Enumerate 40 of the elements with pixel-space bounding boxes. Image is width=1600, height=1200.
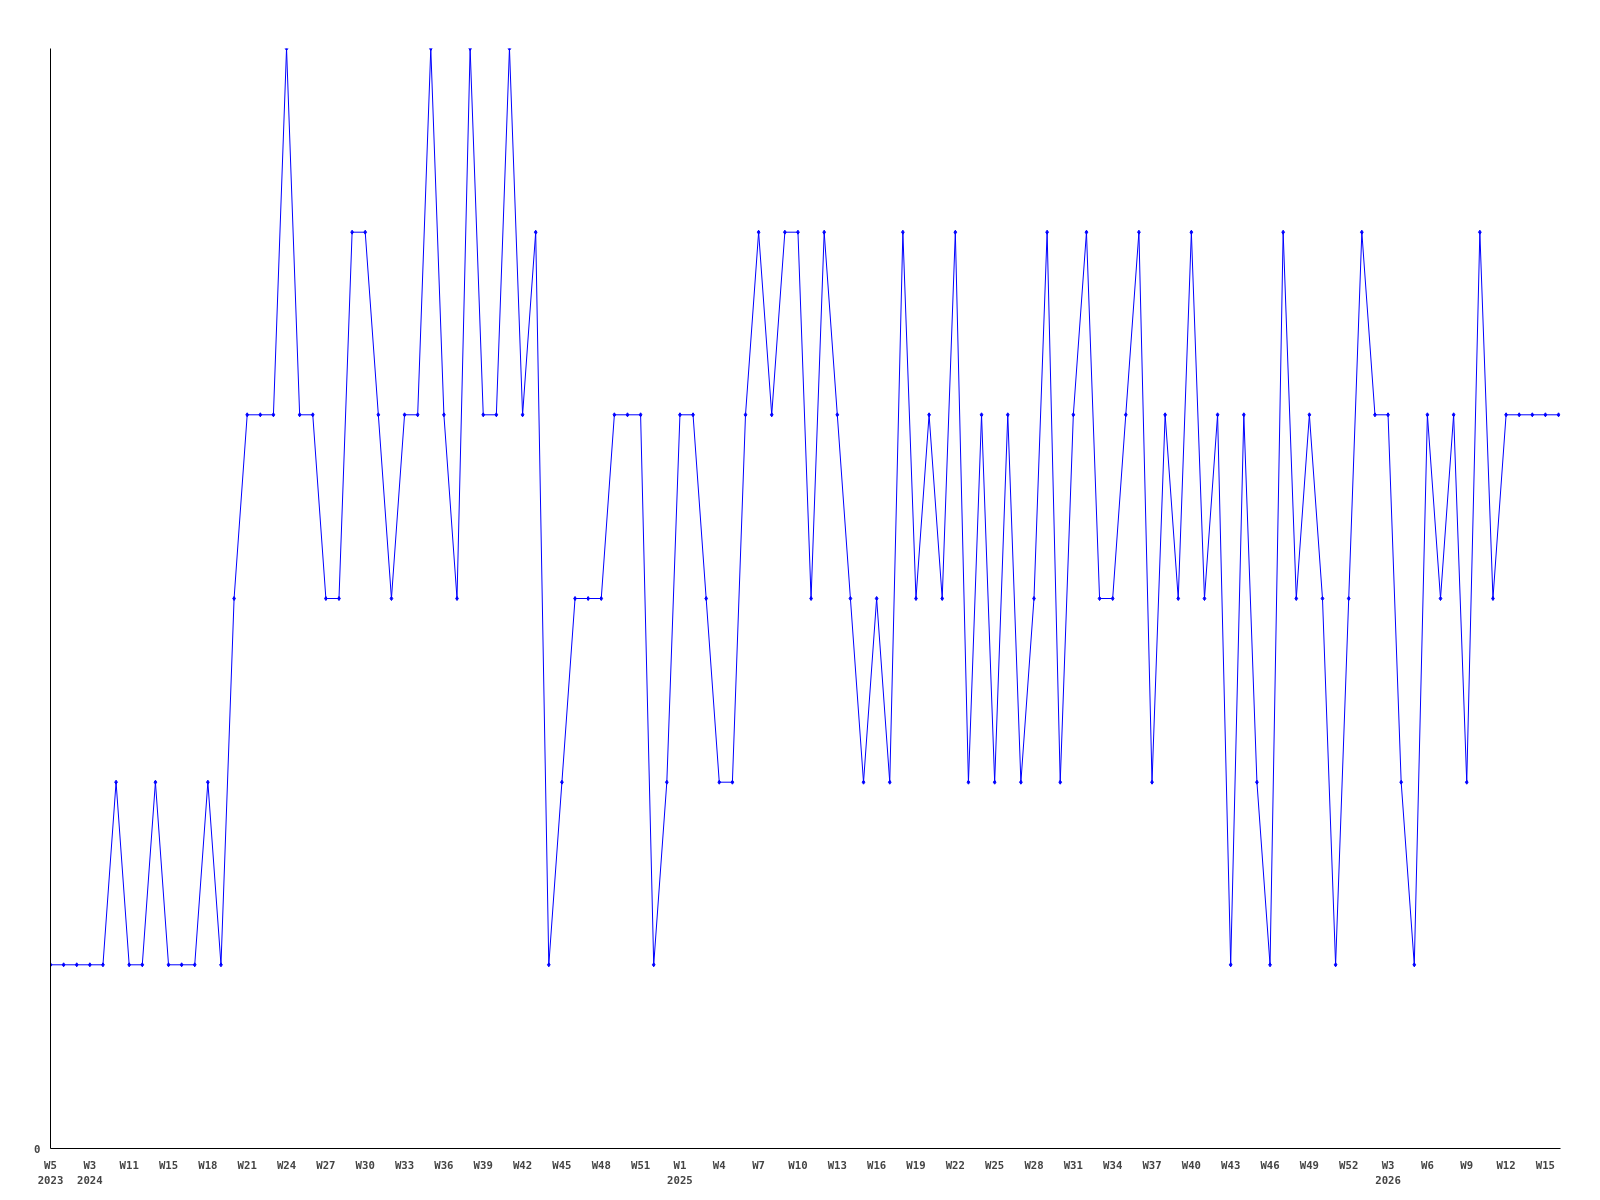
x-tick-label: W9 [1460,1158,1474,1172]
x-tick-label: W21 [237,1158,257,1172]
x-tick-label: W39 [473,1158,493,1172]
x-tick-label: W11 [119,1158,139,1172]
x-tick-label: W30 [355,1158,375,1172]
x-tick-label: W6 [1420,1158,1434,1172]
x-tick-label: W22 [945,1158,965,1172]
x-tick-label: W15 [1535,1158,1556,1172]
text: 0 [34,1142,41,1156]
x-tick-label: W48 [591,1158,611,1172]
x-tick-label: W42 [512,1158,533,1172]
x-tick-label: W37 [1142,1158,1162,1172]
x-tick-label: W46 [1260,1158,1280,1172]
x-tick-label: W3 2026 [1375,1158,1401,1188]
x-tick-label: W43 [1221,1158,1241,1172]
x-tick-label: W3 2024 [77,1158,103,1188]
x-tick-label: W12 [1496,1158,1516,1172]
x-tick-label: W31 [1063,1158,1083,1172]
x-tick-label: W36 [434,1158,454,1172]
x-tick-label: W5 2023 [37,1158,64,1188]
x-tick-label: W16 [867,1158,887,1172]
x-tick-label: W19 [906,1158,926,1172]
x-tick-label: W25 [985,1158,1005,1172]
x-tick-label: W49 [1299,1158,1320,1172]
x-tick-label: W7 [752,1158,766,1172]
x-tick-label: W13 [827,1158,847,1172]
x-tick-label: W4 [712,1158,726,1172]
x-tick-label: W18 [198,1158,218,1172]
x-tick-label: W10 [788,1158,808,1172]
x-tick-label: W40 [1181,1158,1201,1172]
x-tick-label: W24 [276,1158,297,1172]
x-tick-label: W28 [1024,1158,1044,1172]
x-tick-label: W33 [394,1158,415,1172]
x-tick-label: W1 2025 [667,1158,693,1188]
x-tick-label: W27 [316,1158,336,1172]
x-tick-label: W34 [1103,1158,1123,1172]
x-tick-label: W15 [158,1158,179,1172]
x-tick-label: W51 [630,1158,651,1172]
x-tick-label: W45 [552,1158,572,1172]
x-tick-label: W52 [1339,1158,1359,1172]
